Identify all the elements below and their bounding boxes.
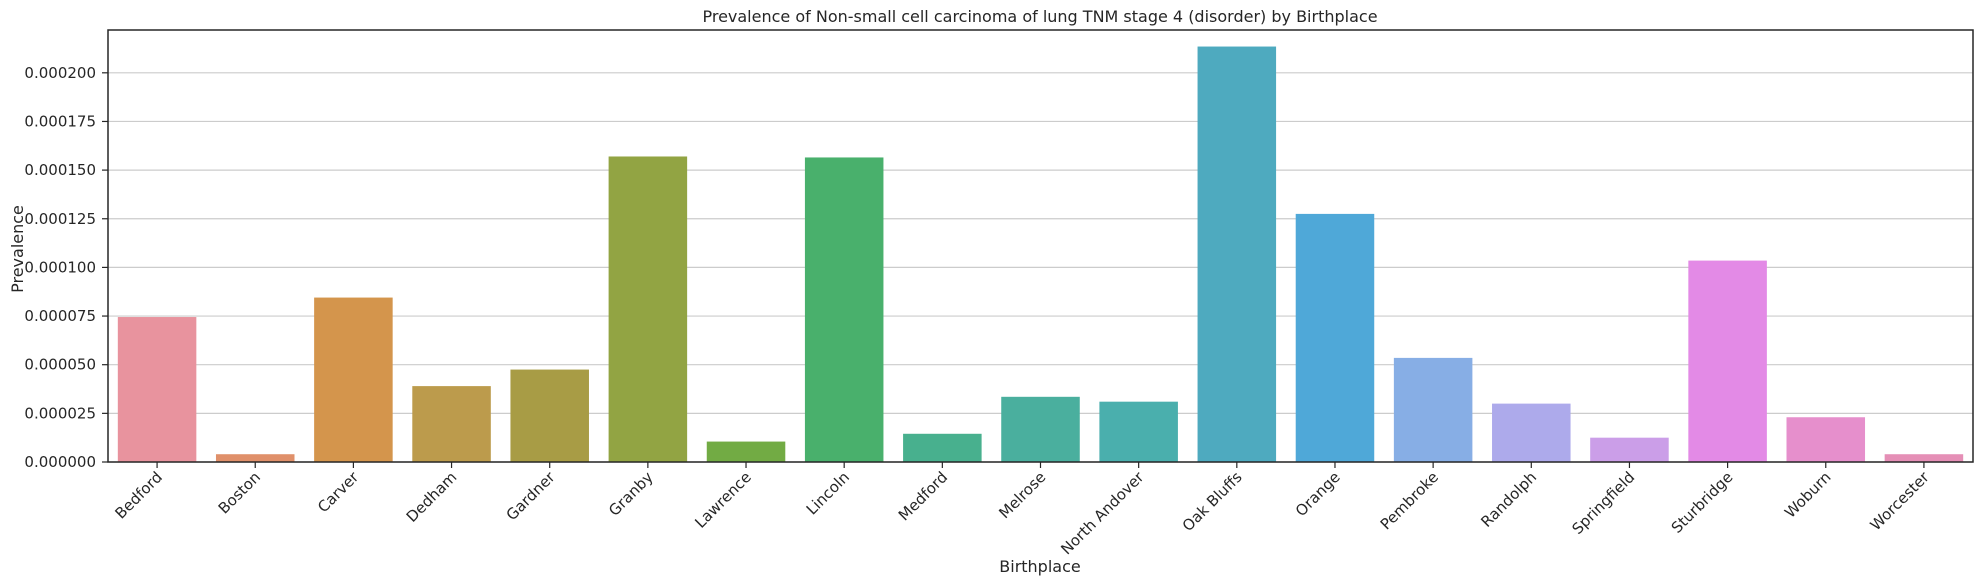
y-tick-label: 0.000050 xyxy=(24,356,96,374)
bar xyxy=(215,454,295,462)
bar xyxy=(412,386,491,462)
y-tick-label: 0.000200 xyxy=(24,64,96,82)
x-tick-label: Woburn xyxy=(1781,468,1834,521)
y-axis-label: Prevalence xyxy=(8,205,27,293)
x-axis-ticks: Bedford Boston Carver Dedham Gardner Granby La… xyxy=(112,462,1934,559)
bar xyxy=(510,369,589,462)
bar xyxy=(1786,417,1866,462)
bar xyxy=(1295,213,1375,462)
x-tick-label: Oak Bluffs xyxy=(1179,468,1246,535)
bar xyxy=(1197,46,1277,463)
x-tick-label: Sturbridge xyxy=(1668,468,1737,537)
bar xyxy=(804,157,884,462)
y-tick-label: 0.000000 xyxy=(24,453,96,471)
y-tick-label: 0.000075 xyxy=(24,307,96,325)
bars xyxy=(117,46,1964,463)
x-tick-label: Gardner xyxy=(503,468,560,525)
x-tick-label: Dedham xyxy=(403,468,461,526)
bar xyxy=(117,317,197,462)
bar xyxy=(1688,260,1767,462)
bar xyxy=(608,156,688,462)
bar xyxy=(1393,357,1473,462)
x-tick-label: Granby xyxy=(605,468,657,520)
x-tick-label: Lincoln xyxy=(803,468,853,518)
x-tick-label: Carver xyxy=(314,468,363,517)
y-axis-ticks: 0.000000 0.000025 0.000050 0.000075 0.000100… xyxy=(24,64,108,471)
bar xyxy=(1001,396,1080,462)
x-tick-label: Orange xyxy=(1292,468,1344,520)
x-tick-label: Worcester xyxy=(1867,468,1934,535)
x-tick-label: Melrose xyxy=(995,468,1049,522)
x-axis-label: Birthplace xyxy=(999,557,1080,576)
x-tick-label: Lawrence xyxy=(691,468,755,532)
x-tick-label: Boston xyxy=(215,468,264,517)
bar xyxy=(903,433,982,462)
bar xyxy=(1492,403,1571,462)
chart-title: Prevalence of Non-small cell carcinoma o… xyxy=(702,7,1377,26)
y-tick-label: 0.000150 xyxy=(24,161,96,179)
bar xyxy=(706,441,786,462)
y-tick-label: 0.000100 xyxy=(24,258,96,276)
x-tick-label: North Andover xyxy=(1057,468,1148,559)
bar xyxy=(314,297,393,462)
x-tick-label: Pembroke xyxy=(1377,468,1442,533)
x-tick-label: Springfield xyxy=(1568,468,1638,538)
bar xyxy=(1590,437,1669,462)
bar xyxy=(1884,454,1964,462)
bar xyxy=(1099,401,1178,462)
x-tick-label: Medford xyxy=(895,468,951,524)
x-tick-label: Randolph xyxy=(1477,468,1540,531)
y-tick-label: 0.000125 xyxy=(24,210,96,228)
x-tick-label: Bedford xyxy=(112,468,166,522)
y-tick-label: 0.000175 xyxy=(24,112,96,130)
y-tick-label: 0.000025 xyxy=(24,404,96,422)
